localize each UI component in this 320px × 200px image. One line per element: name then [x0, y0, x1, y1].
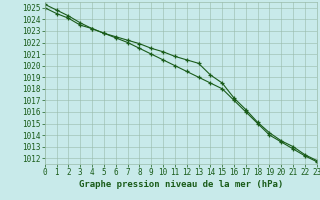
X-axis label: Graphe pression niveau de la mer (hPa): Graphe pression niveau de la mer (hPa)	[79, 180, 283, 189]
